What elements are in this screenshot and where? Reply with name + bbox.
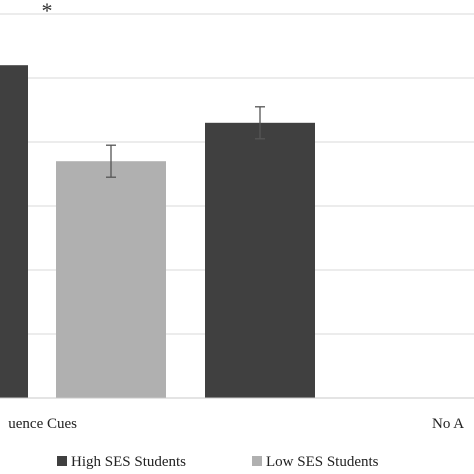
bar-high-ses-1 xyxy=(205,122,315,399)
legend-swatch-high-ses xyxy=(57,456,67,466)
legend-label-high-ses: High SES Students xyxy=(71,454,186,470)
bar-high-ses-0 xyxy=(0,65,28,398)
legend: High SES Students Low SES Students xyxy=(57,454,379,470)
legend-label-low-ses: Low SES Students xyxy=(266,454,379,470)
x-tick-label-1: No A xyxy=(432,416,464,432)
error-bar-high-ses-1 xyxy=(255,106,265,140)
bar-low-ses-0 xyxy=(56,161,166,398)
legend-swatch-low-ses xyxy=(252,456,262,466)
error-bars xyxy=(106,106,265,178)
error-bar-low-ses-0 xyxy=(106,144,116,178)
significance-asterisk: * xyxy=(42,0,53,23)
x-tick-label-0: uence Cues xyxy=(8,416,77,432)
bars xyxy=(0,65,315,399)
